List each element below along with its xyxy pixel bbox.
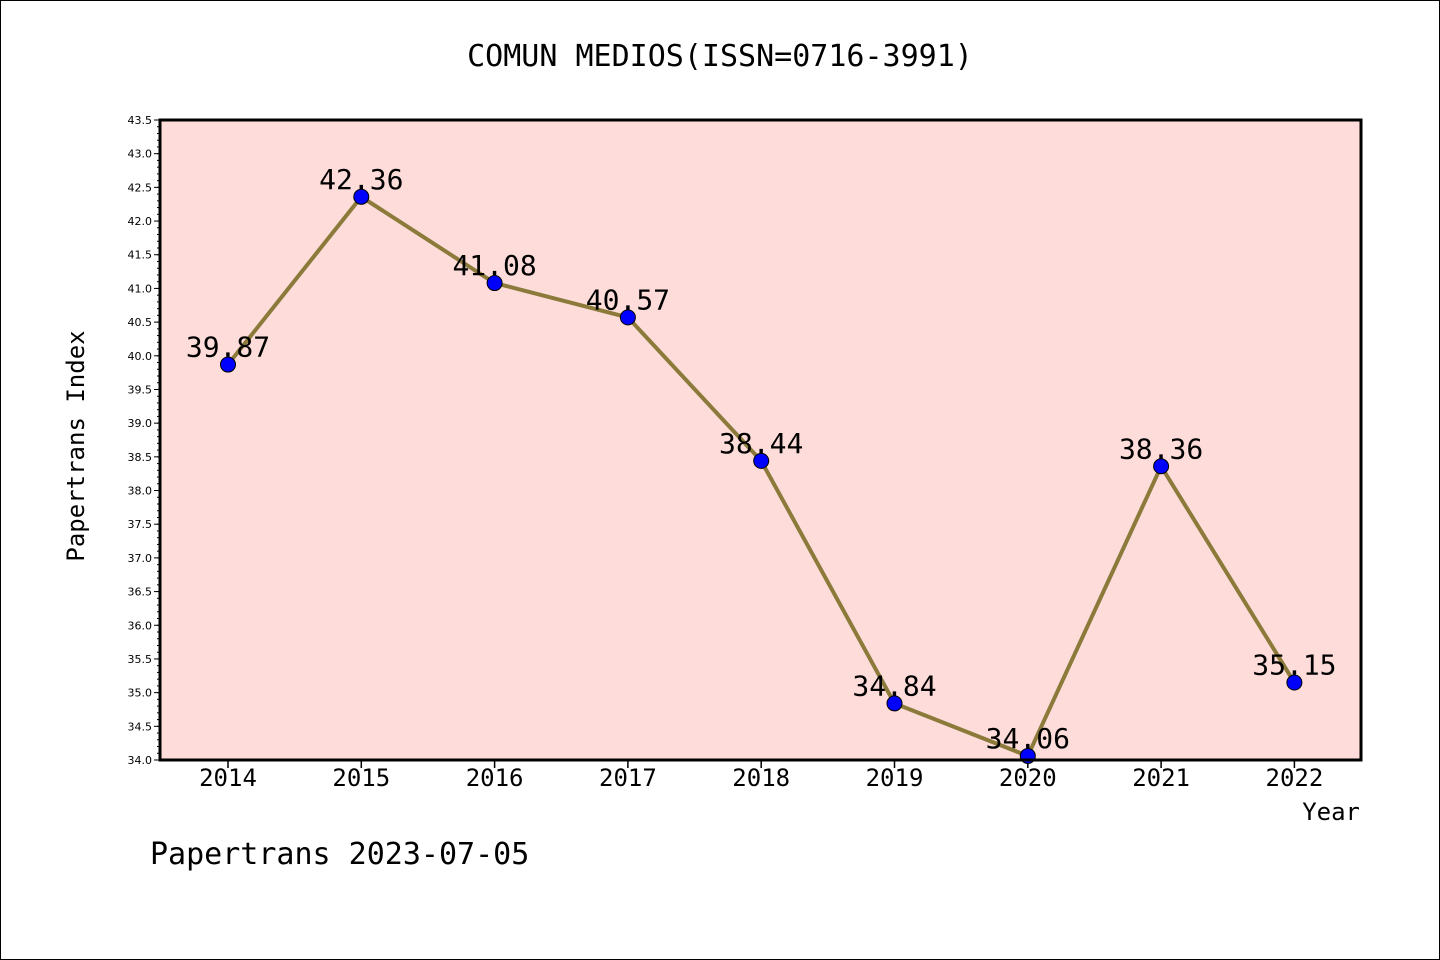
data-labels: 39.87 42.36 41.08 40.57 38.44 34.84 34.06 38.36…	[186, 163, 1337, 755]
x-tick-label: 2017	[599, 764, 657, 792]
y-tick-label: 38.0	[128, 485, 153, 498]
y-tick-label: 43.5	[128, 114, 153, 127]
y-tick-label: 42.5	[128, 181, 153, 194]
y-tick-label: 41.0	[128, 282, 153, 295]
y-tick-label: 41.5	[128, 249, 153, 262]
data-label: 42.36	[319, 163, 403, 196]
chart-title: COMUN MEDIOS(ISSN=0716-3991)	[467, 39, 973, 74]
x-tick-label: 2014	[199, 764, 257, 792]
data-point	[1153, 458, 1170, 475]
data-point	[886, 695, 903, 712]
data-point	[1286, 674, 1303, 691]
footer-text: Papertrans 2023-07-05	[150, 837, 529, 872]
y-tick-label: 37.0	[128, 552, 153, 565]
y-tick-label: 39.0	[128, 417, 153, 430]
data-label: 35.15	[1252, 649, 1336, 682]
x-tick-label: 2018	[732, 764, 790, 792]
y-tick-label: 37.5	[128, 518, 153, 531]
data-label: 39.87	[186, 331, 270, 364]
y-tick-label: 35.5	[128, 653, 153, 666]
data-label: 34.84	[852, 669, 936, 702]
data-point	[753, 452, 770, 469]
y-tick-label: 36.0	[128, 619, 153, 632]
data-point	[353, 188, 370, 205]
plot-area	[160, 120, 1361, 760]
data-point	[220, 356, 236, 373]
y-axis: 34.0 34.5 35.0 35.5 36.0 36.5 37.0 37.5 38.0 38.5…	[128, 114, 160, 767]
data-label: 34.06	[986, 722, 1070, 755]
data-label: 38.44	[719, 427, 803, 460]
x-tick-label: 2019	[866, 764, 924, 792]
y-tick-label: 36.5	[128, 586, 153, 599]
data-label: 41.08	[452, 249, 536, 282]
x-tick-label: 2020	[999, 764, 1057, 792]
x-axis-title: Year	[1302, 798, 1360, 826]
y-axis-title: Papertrans Index	[62, 330, 90, 561]
y-tick-label: 34.5	[128, 720, 153, 733]
x-tick-label: 2015	[332, 764, 390, 792]
data-point	[619, 309, 636, 326]
data-label: 40.57	[586, 283, 670, 316]
data-label: 38.36	[1119, 432, 1203, 465]
y-tick-label: 38.5	[128, 451, 153, 464]
data-point	[486, 275, 503, 292]
y-tick-label: 35.0	[128, 687, 153, 700]
x-tick-label: 2022	[1266, 764, 1324, 792]
y-tick-label: 43.0	[128, 148, 153, 161]
y-tick-label: 34.0	[128, 754, 153, 767]
x-axis: 2014 2015 2016 2017 2018 2019 2020 2021 2022	[199, 760, 1323, 792]
x-tick-label: 2021	[1132, 764, 1190, 792]
x-tick-label: 2016	[466, 764, 524, 792]
y-tick-label: 40.0	[128, 350, 153, 363]
plot-border	[158, 118, 1363, 762]
data-points	[220, 188, 1303, 764]
y-tick-label: 42.0	[128, 215, 153, 228]
y-tick-label: 40.5	[128, 316, 153, 329]
y-tick-label: 39.5	[128, 383, 153, 396]
